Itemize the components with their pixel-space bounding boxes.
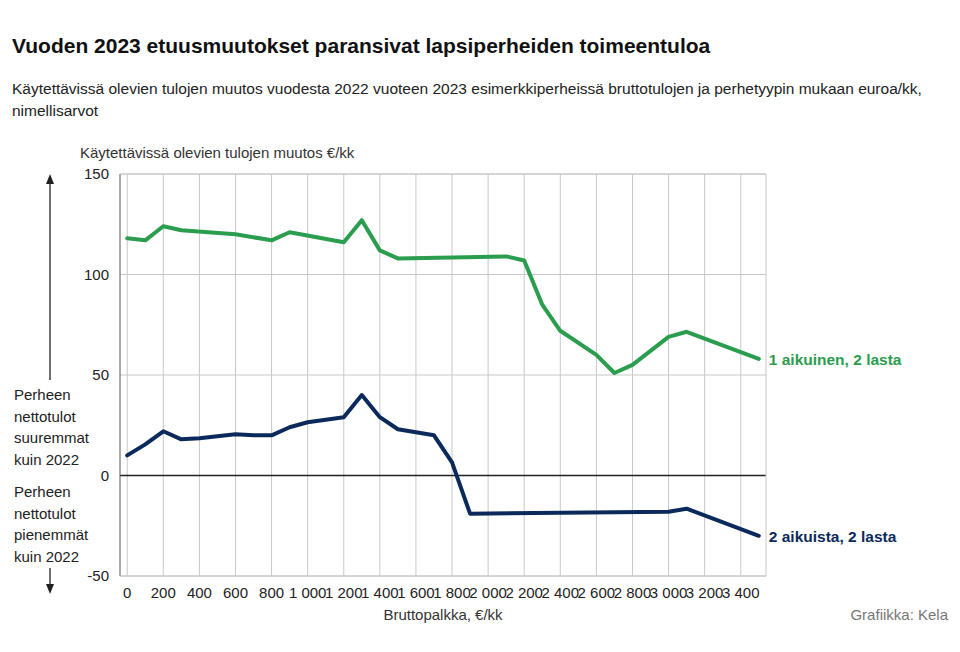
arrow-head	[46, 174, 54, 184]
plot-frame	[120, 576, 766, 577]
x-tick-label: 2 600	[578, 584, 616, 601]
series-group	[127, 220, 759, 536]
x-tick-label: 3 400	[722, 584, 760, 601]
title: Vuoden 2023 etuusmuutokset paransivat la…	[12, 34, 710, 58]
y-tick-label: -50	[87, 567, 109, 584]
x-tick-label: 400	[187, 584, 212, 601]
y-grid-line	[120, 274, 766, 275]
x-tick-label: 800	[259, 584, 284, 601]
x-tick-label: 1 000	[289, 584, 327, 601]
x-tick-label: 3 000	[650, 584, 688, 601]
x-tick-label: 600	[223, 584, 248, 601]
plot-frame	[766, 174, 767, 576]
annotation: Perheen nettotulot suuremmat kuin 2022	[14, 384, 110, 470]
series-label: 1 aikuinen, 2 lasta	[769, 351, 902, 368]
x-tick-label: 2 000	[469, 584, 507, 601]
series-label: 2 aikuista, 2 lasta	[769, 528, 897, 545]
y-tick-label: 150	[84, 165, 109, 182]
x-tick-label: 1 600	[397, 584, 435, 601]
x-tick-label: 1 200	[325, 584, 363, 601]
x-tick-label: 200	[151, 584, 176, 601]
arrow-head	[46, 584, 54, 594]
series-line	[127, 395, 759, 536]
grid	[120, 174, 766, 576]
y-grid-line	[120, 576, 766, 577]
x-tick-label: 1 400	[361, 584, 399, 601]
zero-line	[120, 475, 766, 477]
x-tick-label: 2 200	[505, 584, 543, 601]
x-axis-label: Bruttopalkka, €/kk	[383, 606, 503, 623]
annotation: Perheen nettotulot pienemmät kuin 2022	[14, 481, 110, 567]
y-axis-label: Käytettävissä olevien tulojen muutos €/k…	[80, 144, 355, 161]
subtitle: Käytettävissä olevien tulojen muutos vuo…	[12, 78, 957, 122]
x-tick-label: 1 800	[433, 584, 471, 601]
source: Grafiikka: Kela	[850, 606, 948, 623]
series-line	[127, 220, 759, 373]
y-tick-label: 0	[101, 467, 109, 484]
chart: 02004006008001 0001 2001 4001 6001 8002 …	[0, 0, 960, 652]
arrow	[49, 180, 50, 380]
y-tick-label: 50	[92, 366, 109, 383]
y-grid-line	[120, 375, 766, 376]
x-tick-label: 2 400	[542, 584, 580, 601]
y-tick-label: 100	[84, 266, 109, 283]
x-tick-label: 2 800	[614, 584, 652, 601]
x-tick-label: 3 200	[686, 584, 724, 601]
plot-frame	[120, 174, 766, 175]
y-grid-line	[120, 174, 766, 175]
x-tick-label: 0	[123, 584, 131, 601]
y-axis-line	[120, 174, 121, 576]
